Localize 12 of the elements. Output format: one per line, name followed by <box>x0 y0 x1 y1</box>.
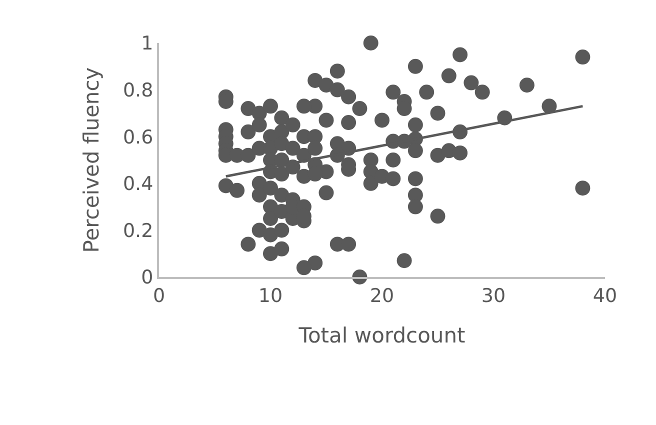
x-tick-label: 10 <box>258 284 283 307</box>
y-tick-label: 0 <box>141 266 154 289</box>
x-tick-label: 30 <box>481 284 506 307</box>
y-tick-label: 1 <box>141 32 154 55</box>
y-tick-label: 0.6 <box>122 126 154 148</box>
y-tick-label: 0.2 <box>122 220 154 242</box>
y-tick-label: 0.4 <box>122 173 154 196</box>
y-tick-label: 0.8 <box>122 79 154 102</box>
y-axis-title: Perceived fluency <box>80 67 104 253</box>
x-tick-label: 40 <box>592 284 618 307</box>
x-axis-title: Total wordcount <box>298 324 466 348</box>
x-tick-label: 20 <box>370 284 394 307</box>
